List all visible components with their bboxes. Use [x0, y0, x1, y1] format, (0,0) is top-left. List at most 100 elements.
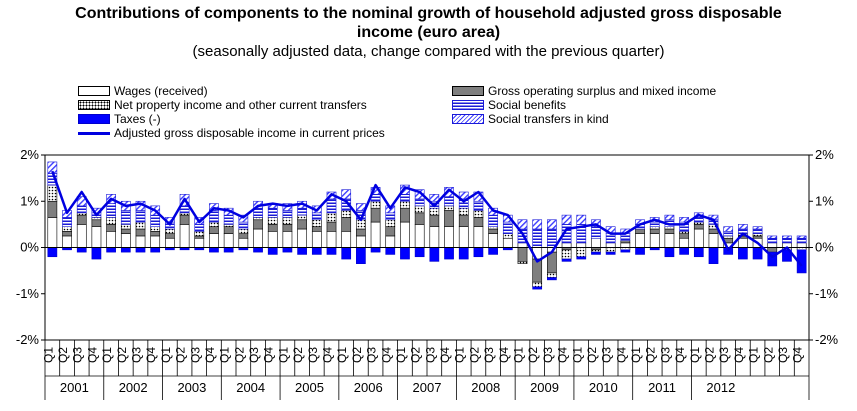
- bar-kind: [782, 235, 792, 239]
- x-quarter-label: Q1: [100, 347, 114, 363]
- bar-gos: [517, 247, 528, 262]
- bar-kind: [458, 191, 469, 200]
- bar-kind: [752, 226, 763, 230]
- bar-social: [370, 194, 381, 202]
- bar-taxes: [135, 247, 146, 253]
- bar-social: [649, 221, 660, 227]
- x-quarter-label: Q3: [365, 347, 379, 363]
- bar-property: [253, 217, 263, 221]
- bar-wages: [106, 231, 116, 248]
- bar-social: [502, 221, 513, 234]
- x-quarter-label: Q2: [761, 347, 775, 363]
- bar-wages: [561, 242, 572, 248]
- bar-kind: [649, 217, 660, 223]
- bar-kind: [517, 219, 528, 230]
- bar-social: [414, 198, 425, 207]
- bar-wages: [297, 228, 307, 248]
- bar-kind: [341, 189, 352, 200]
- x-quarter-label: Q3: [130, 347, 144, 363]
- bar-gos: [458, 214, 469, 227]
- bar-gos: [311, 226, 322, 232]
- bar-social: [635, 224, 645, 230]
- bar-social: [91, 212, 102, 218]
- x-quarter-label: Q3: [71, 347, 85, 363]
- bar-social: [209, 210, 219, 223]
- bar-kind: [591, 219, 601, 227]
- bar-taxes: [635, 247, 645, 255]
- bar-social: [311, 212, 322, 221]
- x-year-label: 2005: [295, 380, 324, 395]
- bar-property: [576, 247, 587, 258]
- legend-swatch-wages: [78, 86, 110, 96]
- bar-kind: [267, 203, 278, 209]
- x-quarter-label: Q4: [203, 347, 217, 363]
- bar-wages: [135, 235, 146, 248]
- bar-wages: [649, 233, 660, 248]
- bar-property: [120, 224, 131, 230]
- x-quarter-label: Q3: [776, 347, 790, 363]
- bar-gos: [209, 226, 219, 234]
- bar-wages: [120, 233, 131, 248]
- bar-kind: [47, 161, 58, 174]
- bar-property: [723, 235, 734, 239]
- bar-social: [400, 194, 410, 202]
- bar-wages: [517, 242, 528, 248]
- x-year-label: 2001: [60, 380, 89, 395]
- bar-wages: [76, 224, 87, 248]
- bar-property: [194, 231, 205, 237]
- bar-kind: [532, 219, 543, 230]
- x-quarter-label: Q1: [159, 347, 173, 363]
- bar-social: [62, 217, 72, 227]
- bar-property: [693, 221, 704, 225]
- bar-taxes: [679, 247, 689, 255]
- x-year-label: 2009: [530, 380, 559, 395]
- bar-property: [209, 221, 219, 227]
- bar-property: [473, 210, 484, 218]
- bar-taxes: [429, 247, 440, 262]
- bar-social: [517, 228, 528, 244]
- bar-gos: [91, 219, 102, 227]
- bar-taxes: [723, 247, 734, 255]
- bar-social: [106, 203, 116, 218]
- bar-gos: [767, 247, 778, 253]
- legend-swatch-gos: [452, 86, 484, 96]
- bar-wages: [532, 247, 543, 260]
- bar-taxes: [282, 247, 293, 253]
- bar-social: [341, 198, 352, 211]
- bar-gos: [370, 207, 381, 223]
- x-year-label: 2002: [119, 380, 148, 395]
- bar-gos: [429, 214, 440, 227]
- bar-wages: [547, 247, 557, 253]
- x-quarter-label: Q1: [218, 347, 232, 363]
- bar-taxes: [693, 247, 704, 258]
- x-quarter-label: Q1: [512, 347, 526, 363]
- bar-property: [223, 224, 234, 227]
- bar-property: [532, 281, 543, 288]
- legend-label-property: Net property income and other current tr…: [114, 98, 367, 112]
- bar-gos: [649, 228, 660, 234]
- chart-title-line-1: Contributions of components to the nomin…: [75, 5, 782, 22]
- x-quarter-label: Q2: [115, 347, 129, 363]
- x-quarter-label: Q2: [232, 347, 246, 363]
- bar-taxes: [796, 249, 807, 274]
- bar-property: [238, 228, 249, 234]
- x-quarter-label: Q1: [394, 347, 408, 363]
- bar-wages: [150, 235, 161, 248]
- bar-gos: [385, 226, 396, 237]
- bar-social: [693, 217, 704, 223]
- bar-property: [752, 233, 763, 237]
- legend-item-wages: Wages (received): [78, 84, 208, 98]
- legend-swatch-property: [78, 100, 110, 110]
- bar-gos: [238, 233, 249, 239]
- bar-wages: [311, 231, 322, 248]
- legend-item-gos: Gross operating surplus and mixed income: [452, 84, 716, 98]
- bar-taxes: [444, 247, 454, 260]
- bar-property: [135, 221, 146, 230]
- x-year-label: 2012: [706, 380, 735, 395]
- bar-property: [297, 214, 307, 221]
- y-tick-label-left: 0%: [20, 240, 39, 255]
- bar-property: [664, 226, 675, 230]
- bar-property: [385, 219, 396, 227]
- bar-wages: [341, 231, 352, 248]
- bar-wages: [752, 237, 763, 248]
